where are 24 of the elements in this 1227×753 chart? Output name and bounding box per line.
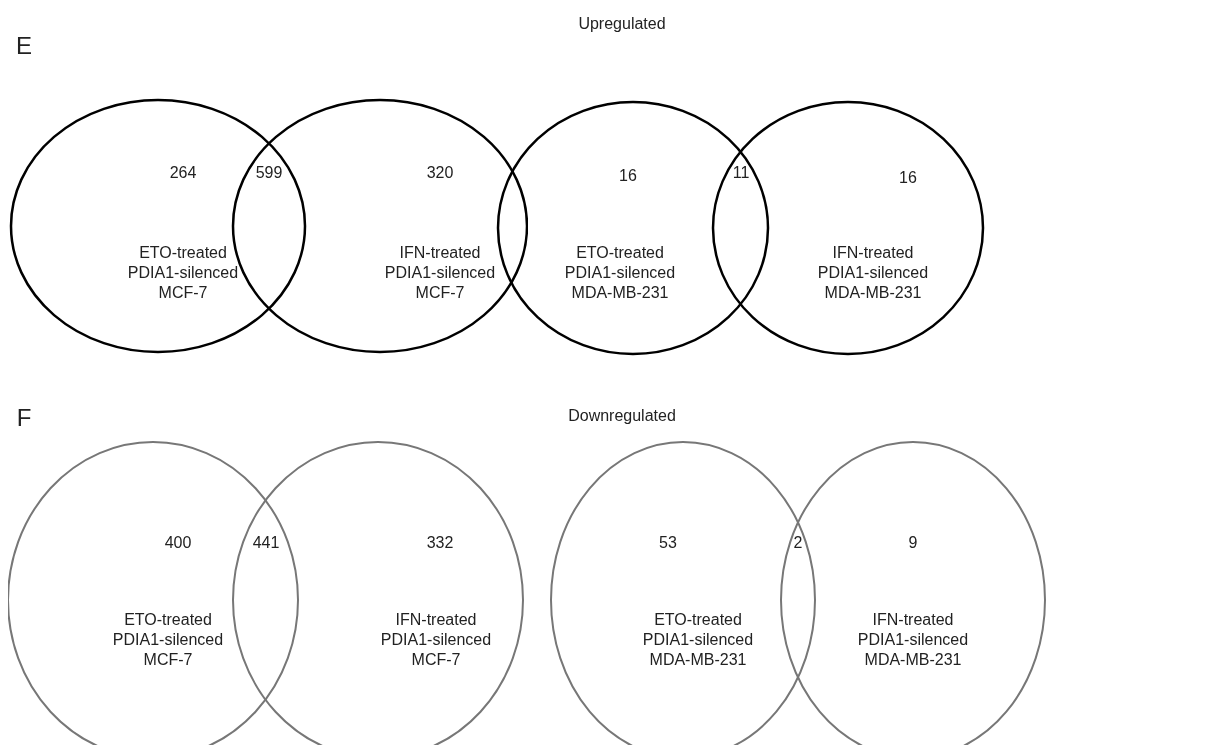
category-label: ETO-treated PDIA1-silenced MDA-MB-231 <box>642 610 754 670</box>
category-label: IFN-treated PDIA1-silenced MDA-MB-231 <box>857 610 969 670</box>
category-label: ETO-treated PDIA1-silenced MCF-7 <box>112 610 224 670</box>
data-label: 599 <box>255 163 283 183</box>
data-label: 441 <box>252 533 280 553</box>
category-label: IFN-treated PDIA1-silenced MDA-MB-231 <box>817 243 929 303</box>
category-label: IFN-treated PDIA1-silenced MCF-7 <box>384 243 496 303</box>
text: F <box>16 404 32 431</box>
data-label: 400 <box>164 533 192 553</box>
text: Upregulated <box>578 14 666 34</box>
data-label: 11 <box>732 163 750 183</box>
data-label: 320 <box>426 163 454 183</box>
data-label: 9 <box>908 533 918 553</box>
text: Downregulated <box>568 406 676 426</box>
data-label: 53 <box>659 533 677 553</box>
data-label: 16 <box>899 168 917 188</box>
category-label: ETO-treated PDIA1-silenced MCF-7 <box>127 243 239 303</box>
data-label: 2 <box>793 533 803 553</box>
data-label: 264 <box>169 163 197 183</box>
text: E <box>15 32 33 59</box>
data-label: 332 <box>426 533 454 553</box>
category-label: IFN-treated PDIA1-silenced MCF-7 <box>380 610 492 670</box>
category-label: ETO-treated PDIA1-silenced MDA-MB-231 <box>564 243 676 303</box>
data-label: 16 <box>619 166 637 186</box>
